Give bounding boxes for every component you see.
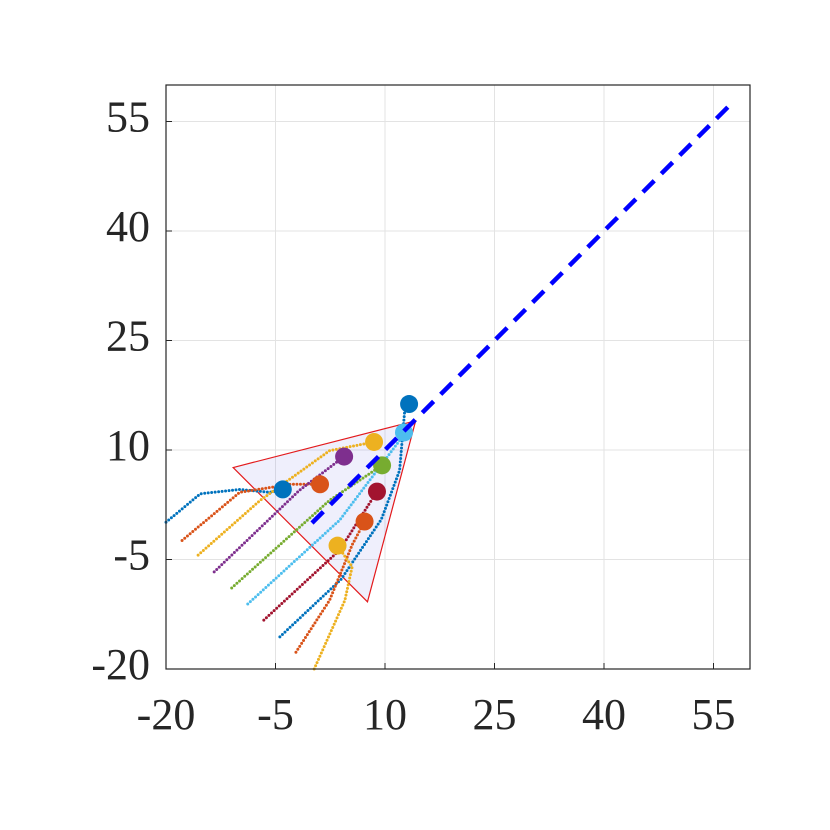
trajectory — [294, 520, 367, 654]
y-tick-label: -20 — [91, 640, 150, 689]
end-marker — [365, 432, 384, 451]
end-marker — [400, 395, 419, 414]
x-tick-label: 55 — [692, 690, 736, 739]
trajectory — [262, 490, 379, 622]
end-marker — [273, 480, 292, 499]
trajectory — [196, 440, 376, 557]
end-marker — [335, 447, 354, 466]
end-marker — [355, 512, 374, 531]
x-tick-label: -20 — [137, 690, 196, 739]
y-tick-label: 25 — [106, 312, 150, 361]
reference-line — [310, 105, 730, 525]
y-tick-label: 55 — [106, 93, 150, 142]
y-tick-label: 10 — [106, 421, 150, 470]
trajectory — [312, 544, 354, 671]
y-tick-label: 40 — [106, 202, 150, 251]
y-tick-label: -5 — [113, 531, 150, 580]
end-marker — [328, 536, 347, 555]
x-tick-label: -5 — [257, 690, 294, 739]
end-marker — [367, 482, 386, 501]
x-tick-label: 10 — [363, 690, 407, 739]
end-marker — [373, 456, 392, 475]
x-tick-label: 40 — [582, 690, 626, 739]
end-marker — [311, 475, 330, 494]
x-tick-label: 25 — [473, 690, 517, 739]
axes-box — [165, 84, 751, 670]
trajectory — [212, 455, 346, 574]
